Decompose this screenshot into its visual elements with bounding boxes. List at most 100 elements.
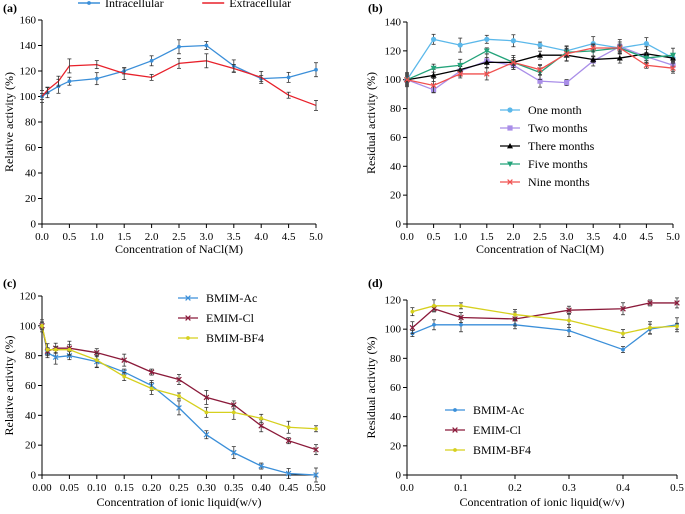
- data-point: [616, 55, 623, 61]
- legend-label: EMIM-Cl: [473, 423, 522, 437]
- data-point: [563, 50, 570, 57]
- data-point: [457, 71, 464, 77]
- legend-marker: [507, 161, 513, 167]
- x-tick-label: 5.0: [309, 231, 323, 243]
- y-tick-label: 80: [390, 353, 402, 365]
- data-point: [313, 446, 319, 453]
- data-point: [537, 52, 543, 58]
- series-bmim-ac: [410, 317, 679, 353]
- series-line: [411, 302, 677, 329]
- data-point: [537, 66, 543, 73]
- y-tick-label: 100: [385, 74, 402, 86]
- data-point: [313, 472, 319, 478]
- series-extracellular: [40, 53, 318, 111]
- x-tick-label: 4.0: [613, 231, 627, 243]
- legend: One month Two months There months Five mont…: [500, 103, 595, 189]
- data-point: [52, 354, 59, 360]
- x-axis-label: Concentration of ionic liquid(w/v): [460, 495, 625, 509]
- x-tick-label: 2.5: [172, 231, 186, 243]
- series-nine-months: [404, 41, 676, 93]
- data-point: [459, 322, 463, 327]
- x-tick-label: 0.30: [197, 482, 217, 494]
- y-tick-label: 120: [20, 291, 37, 303]
- x-tick-label: 5.0: [666, 231, 680, 243]
- y-tick-label: 20: [25, 440, 37, 452]
- data-point: [643, 62, 650, 69]
- data-point: [94, 358, 99, 363]
- y-tick-label: 40: [25, 410, 37, 422]
- y-tick-label: 0: [396, 219, 402, 231]
- series-line: [41, 325, 317, 476]
- data-point: [230, 402, 237, 408]
- x-tick-label: 0.20: [142, 482, 162, 494]
- x-axis-label: Concentration of NaCl(M): [115, 242, 243, 256]
- legend: Intracellular Extracellular: [78, 0, 291, 10]
- data-point: [537, 42, 543, 48]
- y-tick-label: 40: [390, 411, 402, 423]
- y-tick-label: 120: [385, 295, 402, 307]
- x-tick-label: 0.15: [115, 482, 135, 494]
- y-tick-label: 120: [385, 45, 402, 57]
- series-bmim-ac: [39, 322, 319, 483]
- y-tick-label: 20: [25, 193, 37, 205]
- data-point: [564, 80, 570, 86]
- x-tick-label: 0.0: [400, 482, 414, 494]
- y-tick-label: 100: [385, 324, 402, 336]
- x-tick-label: 0.05: [60, 482, 80, 494]
- data-point: [149, 58, 154, 63]
- data-point: [203, 431, 210, 438]
- data-point: [314, 426, 318, 431]
- y-tick-label: 20: [390, 190, 402, 202]
- x-tick-label: 0.50: [306, 482, 326, 494]
- data-point: [67, 79, 72, 84]
- data-point: [148, 369, 155, 375]
- x-tick-label: 2.0: [145, 231, 159, 243]
- x-tick-label: 1.0: [90, 231, 104, 243]
- series-bmim-bf4: [410, 299, 679, 338]
- data-point: [457, 62, 464, 69]
- x-tick-label: 0.0: [35, 231, 49, 243]
- data-point: [647, 300, 653, 306]
- data-point: [430, 82, 437, 89]
- data-point: [616, 45, 623, 51]
- x-tick-label: 0.1: [454, 482, 468, 494]
- y-tick-label: 160: [20, 15, 37, 27]
- data-point: [430, 65, 437, 72]
- y-tick-label: 60: [390, 132, 402, 144]
- legend-marker: [87, 1, 91, 5]
- y-tick-label: 0: [31, 470, 37, 482]
- y-axis-label: Relative activity (%): [2, 336, 16, 436]
- panel-label: (d): [368, 276, 383, 290]
- data-point: [177, 394, 181, 398]
- series-emim-cl: [39, 319, 319, 456]
- y-tick-label: 120: [20, 66, 37, 78]
- legend-label: One month: [528, 103, 582, 117]
- legend-label: BMIM-BF4: [206, 331, 264, 345]
- y-tick-label: 60: [25, 380, 37, 392]
- x-tick-label: 0.5: [670, 482, 684, 494]
- x-tick-label: 3.5: [227, 231, 241, 243]
- data-point: [286, 425, 291, 430]
- x-tick-label: 0.40: [252, 482, 272, 494]
- series-line: [412, 305, 678, 335]
- data-point: [285, 437, 292, 444]
- x-tick-label: 1.5: [480, 231, 494, 243]
- data-point: [432, 303, 436, 308]
- x-tick-label: 2.0: [507, 231, 521, 243]
- data-point: [590, 56, 597, 62]
- data-point: [459, 303, 463, 308]
- data-point: [458, 314, 464, 321]
- y-tick-label: 60: [390, 382, 402, 394]
- series-intracellular: [40, 39, 318, 100]
- x-tick-label: 4.5: [640, 231, 654, 243]
- data-point: [567, 328, 571, 333]
- data-point: [643, 55, 650, 62]
- legend-label: Five months: [528, 157, 588, 171]
- chart-panel-3: (c) 0 20 40 60 80 100 120 0.00 0.05 0.10 0.15 0.20 0.…: [2, 276, 326, 509]
- y-tick-label: 0: [31, 219, 37, 231]
- data-point: [621, 347, 625, 352]
- series-line: [41, 325, 317, 451]
- data-point: [259, 416, 264, 421]
- x-tick-label: 0.35: [224, 482, 244, 494]
- data-point: [40, 323, 44, 328]
